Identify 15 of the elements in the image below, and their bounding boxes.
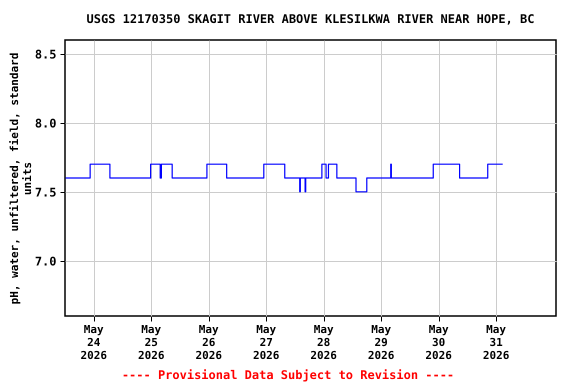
text: ---- Provisional Data Subject to Revision ----: [122, 368, 454, 382]
x-tick-label: May 29 2026: [368, 323, 395, 362]
y-tick-label: 8.5: [34, 47, 56, 62]
x-tick-label: May 24 2026: [80, 323, 108, 362]
x-tick-label: May 27 2026: [252, 323, 280, 362]
chart-title: USGS 12170350 SKAGIT RIVER ABOVE KLESILKWA RIVER NEAR HOPE, BC: [86, 12, 534, 26]
x-tick-label: May 30 2026: [425, 323, 452, 362]
x-tick-label: May 25 2026: [138, 323, 165, 362]
y-axis-title: pH, water, unfiltered, field, standard units: [8, 52, 34, 304]
x-tick-label: May 26 2026: [195, 323, 222, 362]
y-tick-label: 7.0: [34, 254, 56, 268]
x-tick-label: May 31 2026: [482, 323, 510, 362]
y-tick-label: 7.5: [34, 185, 56, 200]
y-tick-label: 8.0: [34, 116, 56, 130]
x-tick-label: May 28 2026: [310, 323, 338, 362]
